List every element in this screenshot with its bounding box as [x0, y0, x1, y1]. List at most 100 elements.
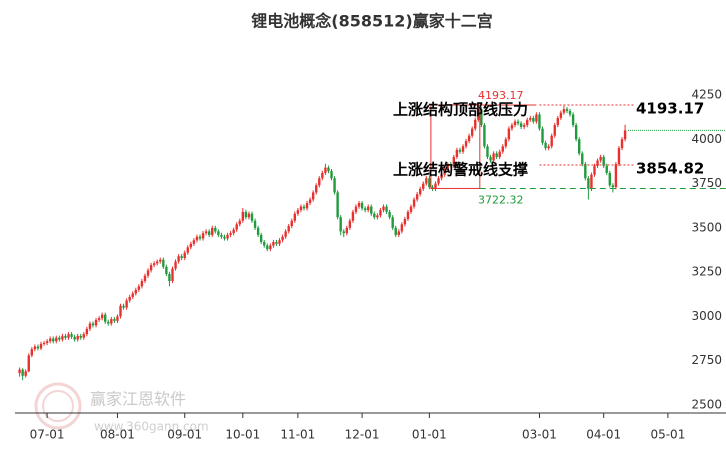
candle-body [403, 218, 407, 225]
candle-body [192, 240, 196, 244]
candle-body [177, 256, 180, 262]
candle-body [64, 335, 67, 338]
candle-body [443, 169, 446, 175]
candle-body [110, 319, 113, 324]
candle-body [156, 261, 159, 264]
candle-body [425, 178, 428, 184]
candle-body [553, 125, 556, 136]
candle-body [305, 203, 309, 209]
candle-body [315, 185, 318, 193]
candle-body [397, 231, 400, 235]
candle-body [168, 273, 171, 282]
range-high-label: 4193.17 [478, 89, 524, 102]
x-tick-label: 10-01 [225, 428, 260, 442]
candle-body [596, 160, 599, 166]
candle-body [116, 316, 119, 321]
candle-body [36, 346, 40, 349]
candle-body [373, 213, 376, 218]
candle-body [522, 125, 526, 127]
candle-body [61, 335, 64, 340]
y-tick-label: 4000 [691, 132, 722, 146]
candle-body [85, 328, 89, 335]
candle-body [529, 117, 532, 120]
candle-body [113, 319, 116, 321]
candle-body [247, 213, 251, 218]
candle-body [311, 192, 315, 200]
candle-body [278, 240, 281, 244]
candle-body [27, 355, 30, 372]
candle-body [211, 227, 214, 235]
candle-body [440, 174, 443, 179]
candle-body [474, 119, 477, 129]
level-text: 上涨结构顶部线压力 [393, 101, 528, 119]
candle-body [357, 203, 361, 207]
chart-title: 锂电池概念(858512)赢家十二宫 [251, 12, 492, 31]
candle-body [159, 259, 162, 262]
candle-body [492, 153, 495, 161]
candle-body [379, 210, 382, 216]
candle-body [30, 349, 34, 356]
candle-body [477, 109, 480, 120]
candle-body [348, 220, 352, 228]
candle-body [418, 188, 422, 195]
candle-body [434, 183, 437, 189]
candle-body [526, 119, 529, 126]
candle-body [535, 114, 538, 122]
x-tick-label: 11-01 [280, 428, 315, 442]
candle-body [501, 146, 504, 152]
candle-body [284, 231, 287, 237]
candle-body [131, 293, 134, 297]
candle-body [165, 266, 168, 274]
candle-body [134, 289, 137, 294]
candle-body [412, 199, 416, 207]
candle-body [143, 275, 147, 282]
candle-body [290, 220, 293, 227]
level-text: 上涨结构警戒线支撑 [393, 160, 528, 178]
candle-body [391, 217, 394, 228]
candle-body [293, 213, 297, 221]
candle-body [97, 318, 101, 320]
candle-body [351, 211, 355, 221]
candle-body [327, 167, 330, 172]
candle-body [149, 265, 153, 271]
x-tick-label: 09-01 [167, 428, 202, 442]
candle-body [275, 242, 278, 244]
candle-body [152, 263, 156, 266]
y-tick-label: 3000 [691, 309, 722, 323]
y-tick-label: 2750 [691, 353, 722, 367]
x-tick-label: 05-01 [650, 428, 685, 442]
candle-body [602, 156, 605, 166]
candle-body [186, 247, 189, 253]
candle-body [137, 286, 141, 290]
candle-body [42, 343, 46, 345]
candle-body [146, 270, 150, 276]
candle-body [220, 234, 223, 237]
candle-body [67, 334, 70, 338]
candle-body [446, 164, 449, 170]
candle-body [382, 206, 385, 211]
candle-body [565, 109, 569, 111]
x-tick-label: 12-01 [345, 428, 380, 442]
candle-body [253, 220, 257, 228]
candle-body [544, 142, 547, 149]
level-value: 3854.82 [636, 159, 704, 177]
candle-body [587, 178, 590, 189]
candle-body [568, 110, 572, 115]
level-value: 4193.17 [636, 100, 704, 118]
candle-body [541, 128, 544, 143]
candle-body [584, 164, 587, 179]
candle-body [174, 261, 177, 269]
candle-body [519, 123, 523, 127]
candle-body [58, 337, 61, 340]
candle-body [241, 211, 245, 221]
candle-body [122, 305, 125, 308]
candle-body [415, 194, 419, 200]
candle-body [513, 121, 517, 126]
candle-body [498, 151, 501, 157]
candle-body [400, 224, 404, 232]
candle-body [162, 259, 165, 267]
candle-body [18, 369, 21, 374]
candle-body [495, 153, 498, 157]
candle-body [70, 334, 73, 337]
candle-body [296, 210, 300, 214]
